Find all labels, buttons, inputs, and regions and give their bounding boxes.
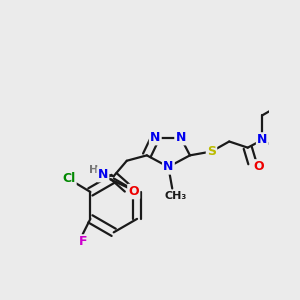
Text: N: N <box>176 131 186 144</box>
Text: N: N <box>163 160 174 173</box>
Text: O: O <box>253 160 264 173</box>
Text: O: O <box>128 185 139 198</box>
Text: F: F <box>78 236 87 248</box>
Text: N: N <box>98 168 108 181</box>
Text: H: H <box>89 165 98 175</box>
Text: CH₃: CH₃ <box>165 191 187 201</box>
Text: N: N <box>257 134 268 146</box>
Text: Cl: Cl <box>62 172 75 185</box>
Text: S: S <box>207 145 216 158</box>
Text: N: N <box>150 131 160 144</box>
